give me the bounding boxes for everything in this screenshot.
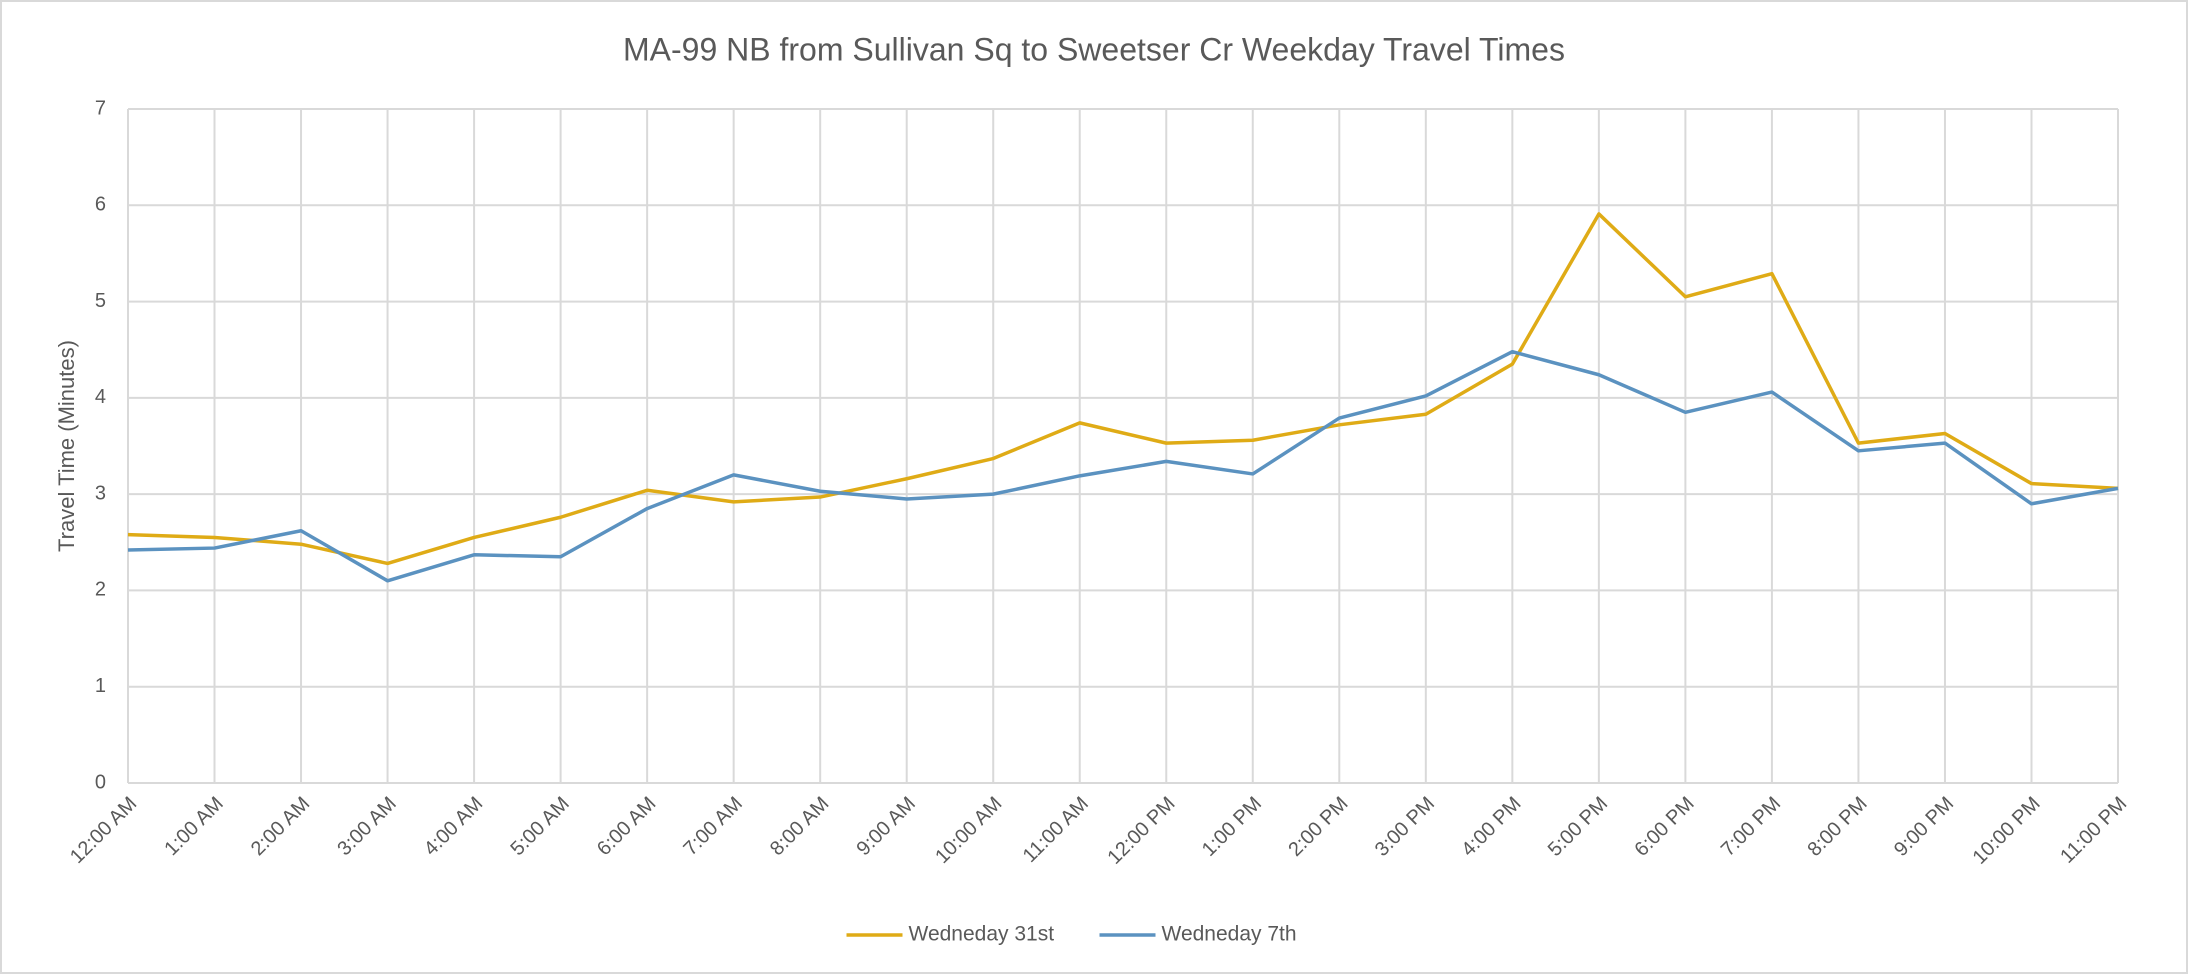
series-line <box>127 212 2119 566</box>
y-tick-label: 3 <box>95 482 106 504</box>
y-tick-label: 4 <box>95 386 106 408</box>
y-tick-label: 5 <box>95 290 106 312</box>
series-line <box>127 349 2119 583</box>
chart-title: MA-99 NB from Sullivan Sq to Sweetser Cr… <box>623 31 1565 67</box>
legend-label: Wedneday 31st <box>909 923 1055 946</box>
y-axis-title: Travel Time (Minutes) <box>54 340 79 552</box>
legend-label: Wedneday 7th <box>1162 923 1297 946</box>
y-tick-label: 0 <box>95 771 106 793</box>
y-tick-label: 1 <box>95 675 106 697</box>
y-tick-label: 7 <box>95 97 106 119</box>
y-tick-label: 6 <box>95 194 106 216</box>
y-tick-label: 2 <box>95 579 106 601</box>
